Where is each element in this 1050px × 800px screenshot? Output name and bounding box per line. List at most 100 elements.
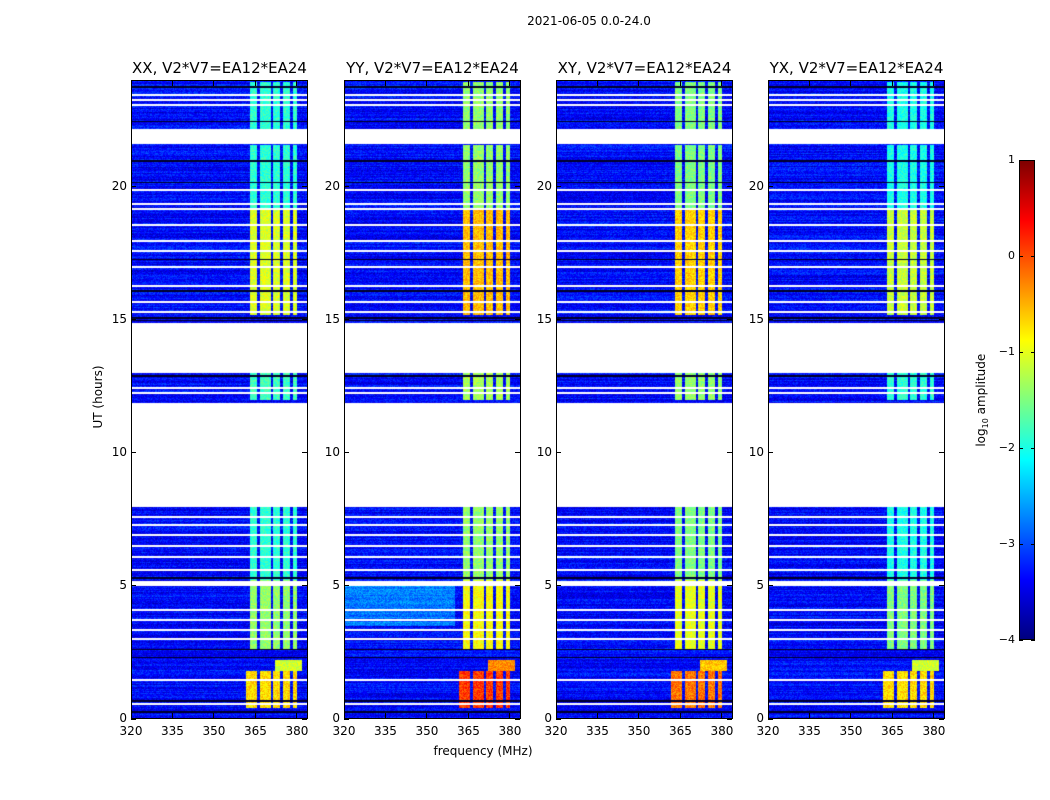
y-tick-label: 20 xyxy=(536,178,552,193)
y-tick xyxy=(768,585,773,587)
x-tick xyxy=(721,81,723,86)
x-tick xyxy=(213,81,215,86)
x-tick xyxy=(296,81,298,86)
x-tick xyxy=(509,713,511,718)
y-tick xyxy=(302,186,307,187)
panel-title: XY, V2*V7=EA12*EA24 xyxy=(557,59,732,77)
y-tick xyxy=(515,319,520,321)
y-tick xyxy=(727,718,732,720)
y-tick xyxy=(727,319,732,321)
y-tick-label: 0 xyxy=(119,711,127,725)
colorbar-tick xyxy=(1019,159,1023,161)
y-tick-label: 15 xyxy=(536,311,552,326)
x-tick-label: 320 xyxy=(544,724,568,738)
colorbar-tick xyxy=(1031,447,1035,449)
x-tick xyxy=(213,713,215,718)
x-tick-label: 380 xyxy=(922,724,946,738)
y-tick xyxy=(302,452,307,454)
x-axis-label: frequency (MHz) xyxy=(433,744,533,758)
y-tick xyxy=(131,452,136,454)
spectrogram-image xyxy=(132,81,307,718)
x-tick xyxy=(254,81,256,86)
x-tick-label: 335 xyxy=(798,724,821,738)
colorbar xyxy=(1019,160,1035,640)
spectrogram-panel-yy xyxy=(344,80,521,719)
y-axis-label: UT (hours) xyxy=(91,365,105,429)
x-tick xyxy=(171,713,173,718)
y-tick xyxy=(302,319,307,321)
x-tick xyxy=(171,81,173,86)
x-tick xyxy=(891,713,893,718)
y-tick xyxy=(131,186,136,187)
y-tick xyxy=(556,319,561,321)
colorbar-tick xyxy=(1031,543,1035,545)
y-tick-label: 20 xyxy=(324,178,340,193)
x-tick-label: 350 xyxy=(202,724,226,738)
y-tick-label: 10 xyxy=(536,444,552,459)
panel-title: YX, V2*V7=EA12*EA24 xyxy=(769,59,944,77)
x-tick xyxy=(343,713,345,718)
x-tick-label: 350 xyxy=(627,724,651,738)
x-tick xyxy=(467,713,469,718)
x-tick xyxy=(767,713,769,718)
x-tick xyxy=(254,713,256,718)
x-tick xyxy=(130,713,132,718)
x-tick-label: 335 xyxy=(374,724,397,738)
y-tick xyxy=(556,585,561,587)
x-tick xyxy=(933,713,935,718)
spectrogram-image xyxy=(345,81,520,718)
x-tick xyxy=(721,713,723,718)
panel-title: XX, V2*V7=EA12*EA24 xyxy=(132,59,307,77)
x-tick xyxy=(767,81,769,86)
x-tick-label: 335 xyxy=(161,724,184,738)
y-tick xyxy=(727,186,732,187)
x-tick xyxy=(596,713,598,718)
y-tick-label: 0 xyxy=(544,711,552,725)
spectrogram-panel-xy xyxy=(556,80,733,719)
colorbar-tick-label: −3 xyxy=(998,537,1015,550)
x-tick-label: 320 xyxy=(332,724,356,738)
x-tick xyxy=(555,713,557,718)
y-tick-label: 20 xyxy=(111,178,127,193)
y-tick xyxy=(515,186,520,187)
x-tick-label: 350 xyxy=(839,724,863,738)
spectrogram-image xyxy=(769,81,944,718)
x-tick-label: 380 xyxy=(498,724,522,738)
x-tick-label: 350 xyxy=(415,724,439,738)
x-tick xyxy=(467,81,469,86)
y-tick xyxy=(556,718,561,720)
colorbar-tick-label: 0 xyxy=(1008,249,1015,262)
colorbar-tick xyxy=(1019,351,1023,353)
colorbar-tick xyxy=(1019,255,1023,257)
x-tick-label: 365 xyxy=(244,724,267,738)
x-tick xyxy=(638,81,640,86)
x-tick-label: 365 xyxy=(881,724,904,738)
y-tick xyxy=(768,718,773,720)
x-tick-label: 380 xyxy=(285,724,309,738)
x-tick-label: 335 xyxy=(586,724,609,738)
x-tick-label: 320 xyxy=(119,724,143,738)
y-tick xyxy=(556,452,561,454)
y-tick xyxy=(939,319,944,321)
x-tick xyxy=(679,713,681,718)
y-tick-label: 5 xyxy=(544,577,552,592)
y-tick-label: 15 xyxy=(324,311,340,326)
y-tick xyxy=(939,585,944,587)
y-tick-label: 20 xyxy=(748,178,764,193)
y-tick xyxy=(515,585,520,587)
y-tick xyxy=(131,585,136,587)
panel-title: YY, V2*V7=EA12*EA24 xyxy=(346,59,519,77)
y-tick xyxy=(302,718,307,720)
x-tick-label: 365 xyxy=(457,724,480,738)
y-tick xyxy=(344,186,349,187)
figure-title: 2021-06-05 0.0-24.0 xyxy=(527,14,651,28)
colorbar-tick xyxy=(1019,543,1023,545)
y-tick-label: 10 xyxy=(324,444,340,459)
x-tick-label: 320 xyxy=(756,724,780,738)
y-tick xyxy=(515,452,520,454)
y-tick xyxy=(515,718,520,720)
y-tick-label: 10 xyxy=(748,444,764,459)
colorbar-tick-label: −1 xyxy=(998,345,1015,358)
y-tick-label: 5 xyxy=(332,577,340,592)
spectrogram-panel-xx xyxy=(131,80,308,719)
